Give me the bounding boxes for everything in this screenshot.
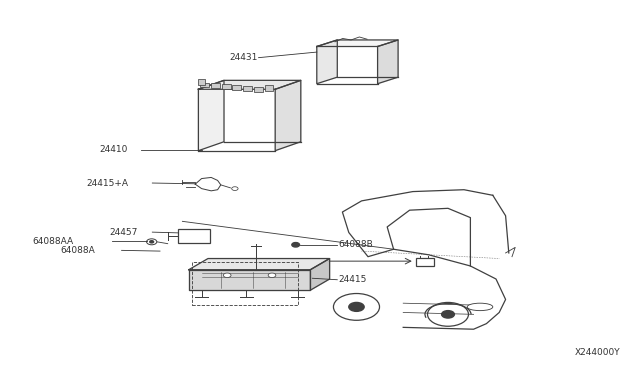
Text: 24410: 24410 <box>100 145 128 154</box>
Text: 64088AA: 64088AA <box>33 237 74 246</box>
Circle shape <box>268 273 276 278</box>
Text: X244000Y: X244000Y <box>575 348 621 357</box>
Circle shape <box>442 311 454 318</box>
Text: 24415+A: 24415+A <box>86 179 128 187</box>
Polygon shape <box>189 259 330 270</box>
Polygon shape <box>310 259 330 290</box>
Circle shape <box>292 243 300 247</box>
Circle shape <box>150 241 154 243</box>
Text: 24457: 24457 <box>109 228 138 237</box>
Bar <box>192 262 298 305</box>
Bar <box>178 229 210 243</box>
Circle shape <box>349 302 364 311</box>
Text: 24415: 24415 <box>338 275 366 284</box>
Polygon shape <box>198 80 301 89</box>
Text: 64088A: 64088A <box>60 246 95 255</box>
FancyBboxPatch shape <box>232 85 241 90</box>
Ellipse shape <box>467 303 493 311</box>
FancyBboxPatch shape <box>198 79 205 85</box>
Polygon shape <box>317 40 337 84</box>
FancyBboxPatch shape <box>254 87 263 92</box>
FancyBboxPatch shape <box>200 83 209 87</box>
Circle shape <box>428 302 468 326</box>
FancyBboxPatch shape <box>221 84 230 89</box>
Circle shape <box>333 294 380 320</box>
Polygon shape <box>317 40 398 46</box>
Polygon shape <box>189 270 310 290</box>
Polygon shape <box>378 40 398 84</box>
FancyBboxPatch shape <box>211 83 220 88</box>
Polygon shape <box>275 80 301 151</box>
FancyBboxPatch shape <box>265 85 273 91</box>
Bar <box>416 258 434 266</box>
Circle shape <box>232 187 238 190</box>
Text: 24431: 24431 <box>229 53 257 62</box>
Circle shape <box>147 239 157 245</box>
Circle shape <box>223 273 231 278</box>
FancyBboxPatch shape <box>243 86 252 91</box>
Polygon shape <box>198 80 224 151</box>
Text: 64088B: 64088B <box>338 240 372 249</box>
